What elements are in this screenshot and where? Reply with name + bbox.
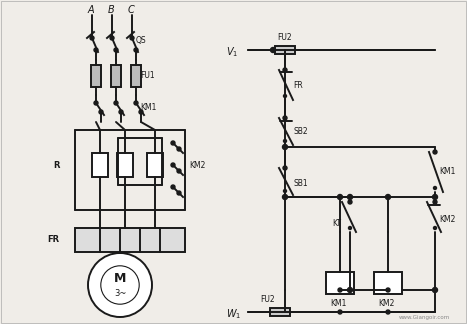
Circle shape [177,191,181,195]
Circle shape [171,141,175,145]
Text: FU1: FU1 [140,71,155,79]
Circle shape [347,194,353,200]
Circle shape [283,116,287,120]
Text: SB1: SB1 [293,179,308,188]
Text: QS: QS [136,36,147,44]
Circle shape [338,288,342,292]
Circle shape [114,101,118,105]
Circle shape [386,288,390,292]
Circle shape [130,36,134,40]
Text: KM1: KM1 [330,299,347,308]
Circle shape [94,101,98,105]
Circle shape [99,110,103,114]
Bar [275,46,295,54]
Bar [75,228,185,252]
Circle shape [114,48,118,52]
Bar [92,153,108,177]
Circle shape [283,68,287,72]
Text: B: B [108,5,115,15]
Bar [131,65,141,87]
Text: KM2: KM2 [439,214,455,224]
Circle shape [119,110,123,114]
Bar [91,65,101,87]
Text: FR: FR [293,80,303,89]
Bar [111,65,121,87]
Circle shape [270,48,276,52]
Circle shape [432,194,438,200]
Circle shape [433,200,437,204]
Text: KM2: KM2 [189,160,205,169]
Circle shape [433,226,437,229]
Text: www.Giangoir.com: www.Giangoir.com [399,316,450,320]
Text: M: M [114,272,126,285]
Circle shape [385,194,390,200]
Circle shape [347,287,353,293]
Circle shape [283,145,288,149]
Circle shape [338,194,342,200]
Circle shape [177,147,181,151]
Circle shape [90,36,94,40]
Circle shape [283,166,287,170]
Circle shape [283,194,288,200]
Text: KT: KT [332,218,341,227]
Text: FU2: FU2 [277,33,291,42]
Circle shape [177,169,181,173]
Text: KM1: KM1 [140,103,156,112]
Text: KM2: KM2 [378,299,394,308]
Circle shape [338,310,342,314]
Circle shape [348,200,352,204]
Bar [326,272,354,294]
Text: R: R [53,160,59,169]
Text: FU2: FU2 [260,295,275,305]
Text: FR: FR [47,236,59,245]
Text: SB2: SB2 [293,126,308,135]
Text: A: A [88,5,95,15]
Circle shape [110,36,114,40]
Circle shape [386,310,390,314]
Bar [270,308,290,316]
Text: 3~: 3~ [114,288,126,297]
Bar [117,153,133,177]
Circle shape [101,266,139,304]
Circle shape [283,95,286,98]
Circle shape [94,48,98,52]
Circle shape [348,226,352,229]
Text: KM1: KM1 [439,168,455,177]
Circle shape [283,190,286,192]
Bar [147,153,163,177]
Circle shape [134,48,138,52]
Text: C: C [128,5,135,15]
Circle shape [171,163,175,167]
Circle shape [433,187,437,190]
Circle shape [139,110,143,114]
Circle shape [432,287,438,293]
Bar [374,272,402,294]
Text: $W_1$: $W_1$ [226,307,241,321]
Circle shape [134,101,138,105]
Circle shape [88,253,152,317]
Circle shape [433,150,437,154]
Text: $V_1$: $V_1$ [226,45,238,59]
Circle shape [171,185,175,189]
Circle shape [283,140,286,143]
